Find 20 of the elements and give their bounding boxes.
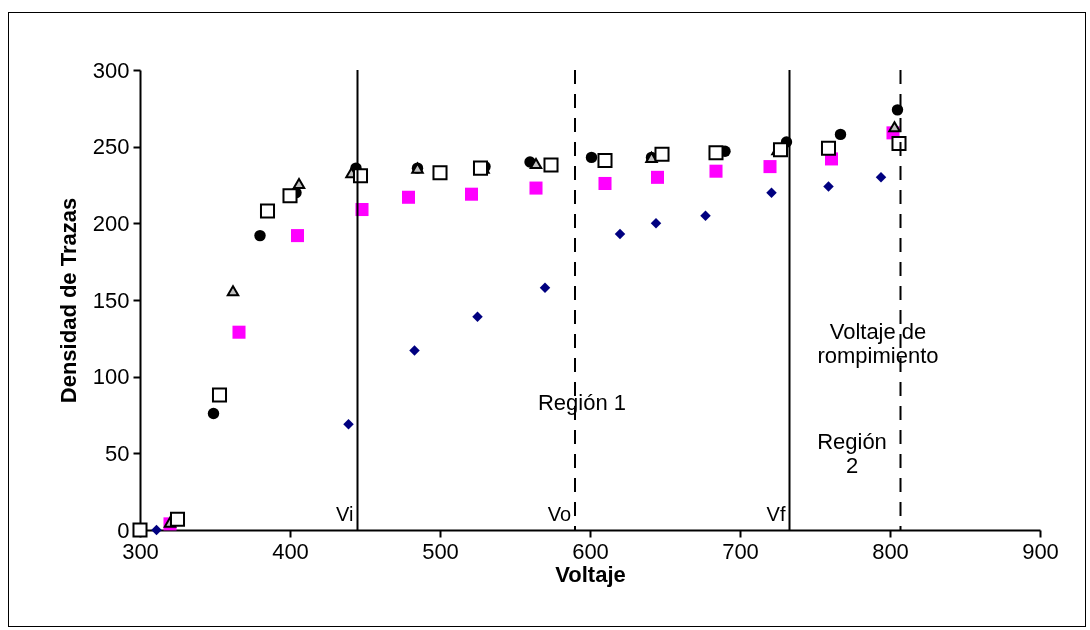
x-tick-label: 700	[722, 538, 759, 564]
ref-line-label: Vf	[766, 503, 786, 525]
annotation: Región 1	[537, 390, 627, 415]
y-tick-label: 150	[92, 287, 130, 313]
y-axis-title: Densidad de Trazas	[55, 197, 81, 404]
annotation: Región 2	[817, 429, 887, 478]
x-tick-label: 400	[272, 538, 309, 564]
x-tick-label: 500	[422, 538, 459, 564]
y-tick-label: 100	[92, 364, 130, 390]
ref-line-label: Vi	[336, 503, 354, 525]
y-tick-label: 300	[92, 57, 130, 83]
y-tick-label: 250	[92, 134, 130, 160]
y-tick-label: 50	[105, 440, 130, 466]
y-tick-label: 200	[92, 210, 130, 236]
ref-line-label: Vo	[547, 503, 571, 525]
x-tick-label: 800	[872, 538, 909, 564]
annotation: Voltaje de rompimiento	[817, 319, 939, 368]
x-tick-label: 600	[572, 538, 609, 564]
x-axis-title: Voltaje	[555, 561, 626, 587]
x-tick-label: 900	[1022, 538, 1059, 564]
